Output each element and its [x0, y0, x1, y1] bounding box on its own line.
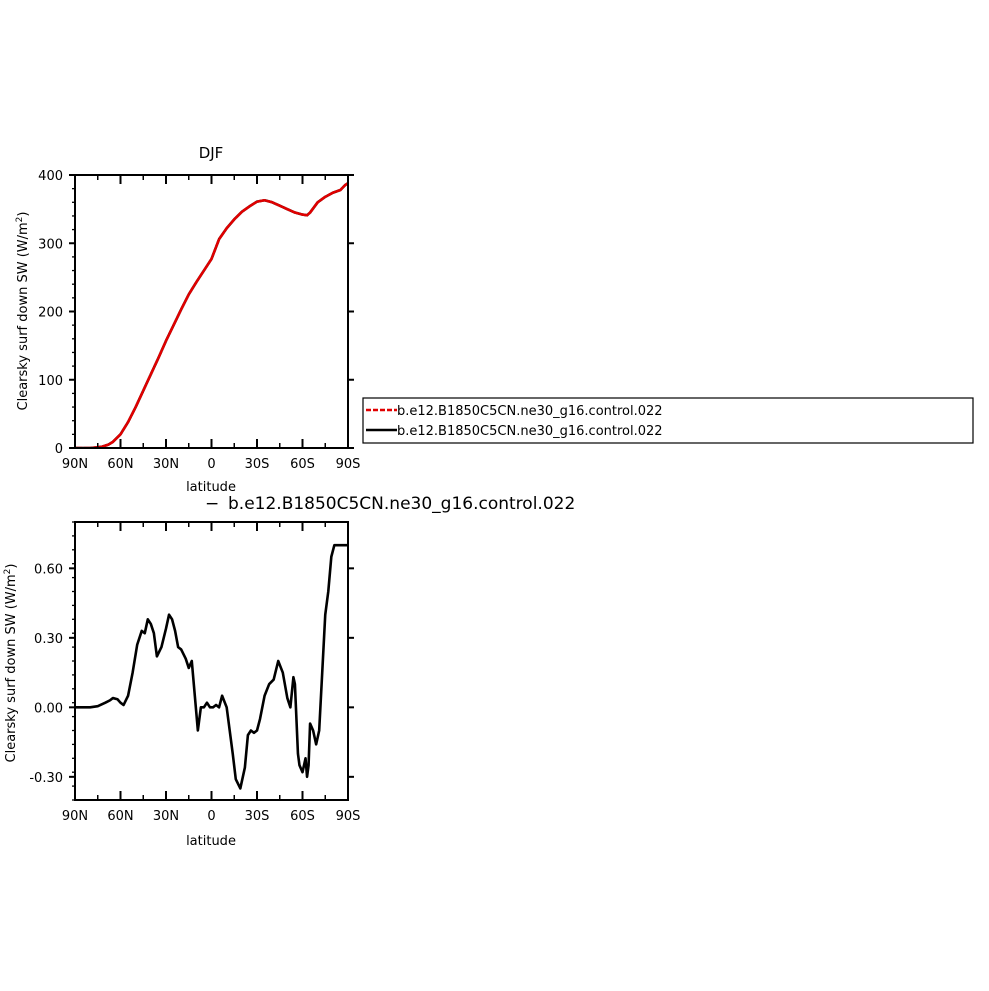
top-plot-area: 90N 60N 30N 0 30S 60S 90S 0 100 200 300 400: [38, 169, 360, 472]
top-y-tick-label: 300: [38, 237, 63, 252]
bottom-x-tick-label: 30S: [245, 809, 270, 824]
difference-title-text: b.e12.B1850C5CN.ne30_g16.control.022: [228, 494, 575, 514]
top-series-line-0: [75, 181, 348, 448]
bottom-xlabel: latitude: [186, 834, 236, 849]
top-x-tick-label: 90S: [336, 457, 361, 472]
bottom-x-tick-label: 60N: [107, 809, 133, 824]
top-title: DJF: [199, 144, 224, 162]
top-y-tick-label: 100: [38, 374, 63, 389]
top-y-tick-label: 200: [38, 306, 63, 321]
bottom-plot-frame: [74, 521, 349, 801]
bottom-panel: 90N 60N 30N 0 30S 60S 90S -0.30 0.00 0.30 0.60 lat…: [3, 521, 361, 849]
difference-title-dash: −: [205, 494, 219, 514]
bottom-plot-area: 90N 60N 30N 0 30S 60S 90S -0.30 0.00 0.30 0.60: [29, 521, 361, 824]
difference-title: − b.e12.B1850C5CN.ne30_g16.control.022: [205, 494, 575, 514]
legend-box: [362, 397, 974, 444]
bottom-y-tick-label: 0.00: [34, 701, 63, 716]
bottom-x-tick-label: 90N: [62, 809, 88, 824]
top-x-tick-label: 0: [207, 457, 215, 472]
top-xlabel: latitude: [186, 480, 236, 495]
bottom-ylabel-sup: 2: [3, 569, 13, 575]
top-x-tick-label: 60N: [107, 457, 133, 472]
legend: b.e12.B1850C5CN.ne30_g16.control.022 b.e…: [362, 397, 974, 444]
legend-label-red: b.e12.B1850C5CN.ne30_g16.control.022: [397, 404, 663, 419]
top-ylabel-sup: 2: [15, 217, 25, 223]
bottom-series-line-0: [75, 543, 348, 790]
bottom-x-tick-label: 30N: [153, 809, 179, 824]
top-series-line-1: [75, 181, 348, 448]
top-ylabel-close: ): [16, 212, 31, 217]
top-x-tick-label: 30S: [245, 457, 270, 472]
bottom-ylabel-text: Clearsky surf down SW (W/m: [4, 574, 19, 762]
top-ylabel: Clearsky surf down SW (W/m2): [15, 212, 31, 411]
bottom-y-tick-label: -0.30: [29, 771, 63, 786]
top-y-tick-label: 400: [38, 169, 63, 184]
bottom-y-tick-label: 0.30: [34, 632, 63, 647]
legend-label-black: b.e12.B1850C5CN.ne30_g16.control.022: [397, 424, 663, 439]
top-x-tick-label: 60S: [290, 457, 315, 472]
bottom-x-tick-label: 0: [207, 809, 215, 824]
top-x-tick-label: 30N: [153, 457, 179, 472]
bottom-ylabel: Clearsky surf down SW (W/m2): [3, 564, 19, 763]
bottom-ylabel-close: ): [4, 564, 19, 569]
top-x-tick-label: 90N: [62, 457, 88, 472]
bottom-x-tick-label: 90S: [336, 809, 361, 824]
top-panel: DJF 90N 60N 30N 0 30S 60S 90S 0 100 200 300 400 lat…: [15, 144, 360, 495]
bottom-x-tick-label: 60S: [290, 809, 315, 824]
bottom-y-tick-label: 0.60: [34, 562, 63, 577]
top-ylabel-text: Clearsky surf down SW (W/m: [16, 222, 31, 410]
top-y-tick-label: 0: [55, 442, 63, 457]
